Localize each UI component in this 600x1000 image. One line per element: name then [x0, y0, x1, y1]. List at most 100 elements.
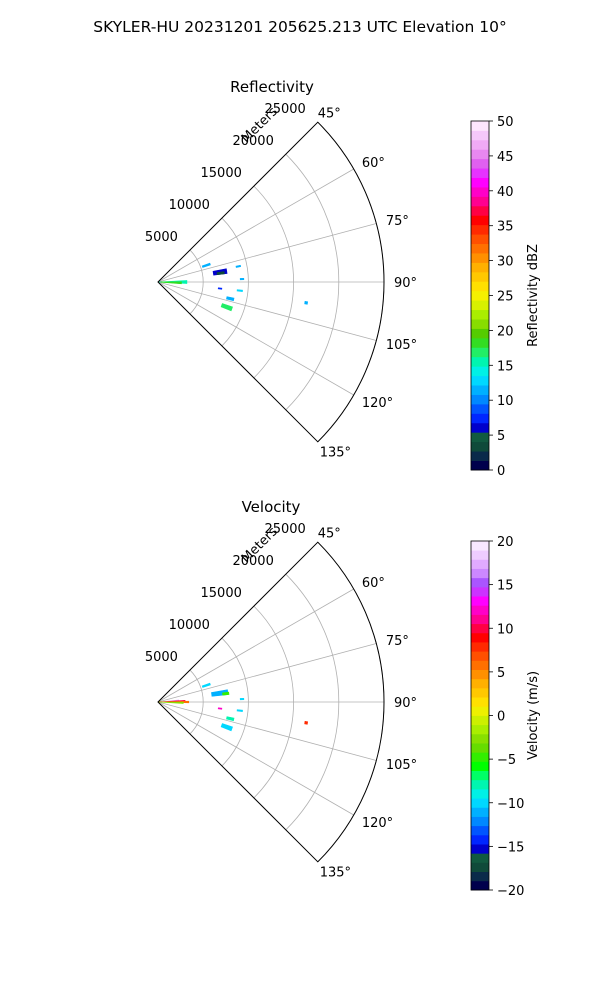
range-tick-label: 25000	[264, 522, 305, 537]
radar-echo	[201, 262, 211, 268]
colorbar-tick-label: 15	[497, 579, 514, 594]
colorbar-tick-label: 20	[497, 324, 514, 339]
azimuth-tick-label: 60°	[362, 576, 385, 591]
sector-frame	[157, 541, 385, 863]
azimuth-tick-label: 135°	[320, 866, 351, 881]
colorbar-band	[471, 309, 489, 320]
colorbar-band	[471, 337, 489, 348]
colorbar-band	[471, 281, 489, 292]
colorbar-band	[471, 149, 489, 160]
range-tick-label: 10000	[169, 618, 210, 633]
colorbar-band	[471, 541, 489, 551]
range-tick-label: 15000	[201, 166, 242, 181]
colorbar-band	[471, 596, 489, 606]
colorbar-band	[471, 642, 489, 652]
colorbar-tick-label: 5	[497, 429, 505, 444]
colorbar-tick-label: −5	[497, 753, 516, 768]
colorbar-band	[471, 168, 489, 178]
radar-echo	[239, 697, 245, 701]
range-tick-label: 25000	[264, 102, 305, 117]
colorbar-band	[471, 422, 489, 433]
azimuth-gridline	[157, 281, 377, 341]
colorbar-label: Velocity (m/s)	[526, 671, 541, 760]
colorbar-tick-label: 25	[497, 290, 514, 305]
colorbar-tick-label: −15	[497, 840, 524, 855]
colorbar-band	[471, 660, 489, 670]
colorbar-band	[471, 394, 489, 405]
colorbar-label: Reflectivity dBZ	[526, 244, 541, 347]
colorbar-band	[471, 798, 489, 808]
radar-echo	[226, 716, 235, 722]
colorbar-band	[471, 623, 489, 634]
azimuth-tick-label: 45°	[318, 526, 341, 541]
azimuth-tick-label: 120°	[362, 816, 393, 831]
azimuth-gridline	[157, 168, 354, 283]
colorbar-band	[471, 215, 489, 226]
azimuth-tick-label: 105°	[386, 338, 417, 353]
colorbar-band	[471, 196, 489, 207]
colorbar-tick-label: −10	[497, 797, 524, 812]
colorbar-band	[471, 687, 489, 698]
colorbar-band	[471, 403, 489, 414]
colorbar-tick-label: 0	[497, 710, 505, 725]
colorbar-band	[471, 205, 489, 216]
colorbar-band	[471, 614, 489, 625]
radar-echo	[160, 281, 182, 285]
reflectivity-panel: Reflectivity 45°60°75°90°105°120°135°500…	[145, 78, 541, 479]
colorbar-tick-label: 10	[497, 394, 514, 409]
sector-frame	[157, 121, 385, 443]
colorbar-band	[471, 559, 489, 569]
azimuth-tick-label: 90°	[394, 276, 417, 291]
velocity-panel: Velocity 45°60°75°90°105°120°135°5000100…	[145, 498, 541, 899]
reflectivity-title: Reflectivity	[230, 78, 314, 96]
colorbar-band	[471, 779, 489, 790]
colorbar-band	[471, 743, 489, 753]
azimuth-tick-label: 135°	[320, 446, 351, 461]
range-tick-label: 20000	[232, 554, 273, 569]
colorbar-band	[471, 871, 489, 882]
azimuth-tick-label: 75°	[386, 214, 409, 229]
azimuth-tick-label: 120°	[362, 396, 393, 411]
colorbar-band	[471, 761, 489, 772]
colorbar-band	[471, 807, 489, 817]
range-tick-label: 5000	[145, 230, 178, 245]
colorbar-band	[471, 271, 489, 282]
colorbar-band	[471, 328, 489, 339]
colorbar-tick-label: −20	[497, 884, 524, 899]
colorbar-band	[471, 158, 489, 169]
colorbar-band	[471, 862, 489, 873]
colorbar-band	[471, 577, 489, 588]
colorbar-band	[471, 432, 489, 443]
colorbar-band	[471, 825, 489, 836]
colorbar-band	[471, 375, 489, 386]
colorbar-tick-label: 40	[497, 185, 514, 200]
radar-echo	[201, 682, 211, 688]
colorbar-tick-label: 45	[497, 150, 514, 165]
colorbar-tick-label: 10	[497, 622, 514, 637]
azimuth-gridline	[157, 701, 377, 761]
colorbar-band	[471, 632, 489, 643]
colorbar-band	[471, 121, 489, 131]
azimuth-tick-label: 75°	[386, 634, 409, 649]
colorbar-band	[471, 568, 489, 579]
range-tick-label: 5000	[145, 650, 178, 665]
colorbar-band	[471, 678, 489, 689]
colorbar-band	[471, 460, 489, 471]
radar-echo	[220, 723, 233, 732]
radar-echo	[216, 271, 225, 276]
colorbar-band	[471, 697, 489, 707]
colorbar-band	[471, 253, 489, 263]
colorbar-band	[471, 413, 489, 424]
colorbar-band	[471, 243, 489, 254]
colorbar-band	[471, 385, 489, 395]
colorbar-band	[471, 550, 489, 560]
azimuth-tick-label: 90°	[394, 696, 417, 711]
colorbar-band	[471, 319, 489, 329]
colorbar-band	[471, 834, 489, 845]
colorbar-band	[471, 816, 489, 827]
radar-echo	[217, 707, 223, 710]
colorbar-band	[471, 300, 489, 311]
radar-echo	[217, 287, 223, 290]
colorbar-band	[471, 187, 489, 197]
